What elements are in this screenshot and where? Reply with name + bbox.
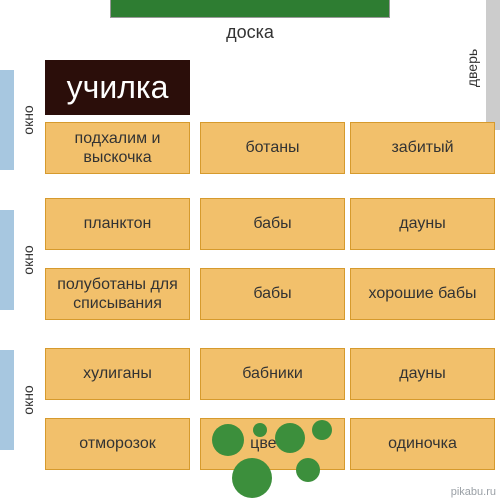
desk: одиночка xyxy=(350,418,495,470)
desk-label: ботаны xyxy=(245,138,299,157)
desk-label: планктон xyxy=(84,214,152,233)
flower-dot xyxy=(212,424,244,456)
desk-label: бабы xyxy=(253,214,291,233)
window-label: окно xyxy=(20,230,36,290)
desk-label: отморозок xyxy=(79,434,155,453)
desk: бабы xyxy=(200,268,345,320)
desk-label: дауны xyxy=(399,214,445,233)
desk: подхалим и выскочка xyxy=(45,122,190,174)
desk: планктон xyxy=(45,198,190,250)
desk-label: хорошие бабы xyxy=(369,284,477,303)
desk-label: одиночка xyxy=(388,434,457,453)
desk-label: подхалим и выскочка xyxy=(50,129,185,167)
desk: дауны xyxy=(350,198,495,250)
flower-dot xyxy=(275,423,305,453)
desk-label: полуботаны для списывания xyxy=(50,275,185,313)
desk: ботаны xyxy=(200,122,345,174)
flower-dot xyxy=(232,458,272,498)
desk: забитый xyxy=(350,122,495,174)
desk-label: хулиганы xyxy=(83,364,152,383)
desk: бабники xyxy=(200,348,345,400)
flower-dot xyxy=(253,423,267,437)
door-label: дверь xyxy=(464,38,480,98)
window-label: окно xyxy=(20,370,36,430)
flower-dot xyxy=(296,458,320,482)
desk: хулиганы xyxy=(45,348,190,400)
window-label: окно xyxy=(20,90,36,150)
desk-label: бабники xyxy=(242,364,303,383)
window-bar xyxy=(0,350,14,450)
teacher-label: училка xyxy=(67,69,169,106)
door-bar xyxy=(486,0,500,130)
window-bar xyxy=(0,210,14,310)
desk-label: бабы xyxy=(253,284,291,303)
teacher-desk: училка xyxy=(45,60,190,115)
desk: полуботаны для списывания xyxy=(45,268,190,320)
flower-dot xyxy=(312,420,332,440)
desk-label: дауны xyxy=(399,364,445,383)
window-bar xyxy=(0,70,14,170)
desk: дауны xyxy=(350,348,495,400)
watermark: pikabu.ru xyxy=(451,486,496,498)
desk-label: забитый xyxy=(391,138,453,157)
desk: хорошие бабы xyxy=(350,268,495,320)
board-bar xyxy=(110,0,390,18)
desk: бабы xyxy=(200,198,345,250)
desk: отморозок xyxy=(45,418,190,470)
board-label: доска xyxy=(110,22,390,43)
